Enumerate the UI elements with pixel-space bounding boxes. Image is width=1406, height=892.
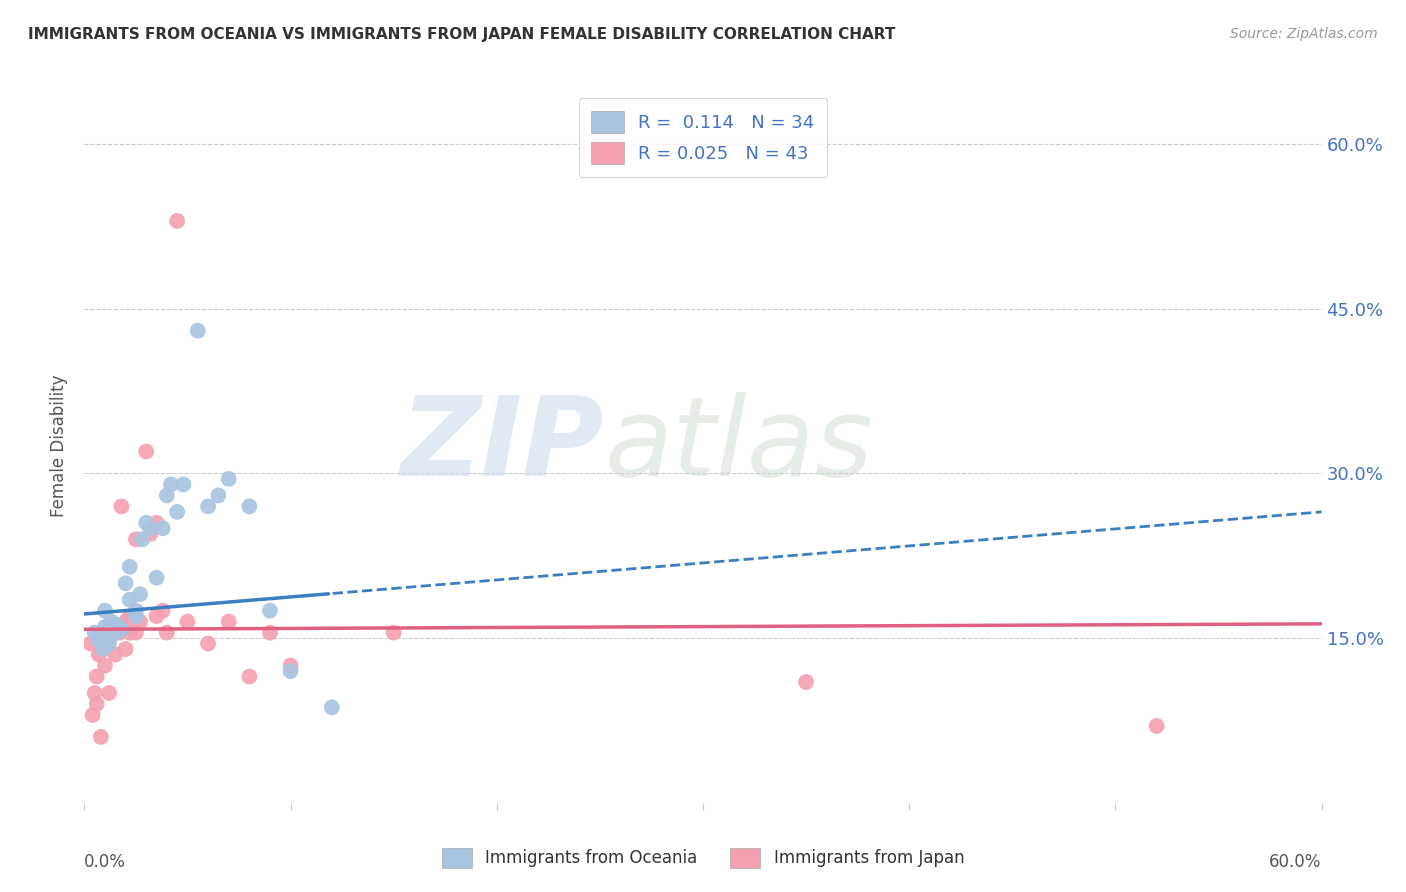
- Point: [114, 642, 136, 657]
- Point: [238, 669, 260, 683]
- Point: [104, 625, 127, 640]
- Point: [94, 620, 117, 634]
- Point: [104, 648, 127, 662]
- Point: [110, 500, 132, 514]
- Point: [156, 625, 179, 640]
- Point: [125, 625, 148, 640]
- Point: [94, 658, 117, 673]
- Y-axis label: Female Disability: Female Disability: [51, 375, 69, 517]
- Point: [100, 625, 122, 640]
- Point: [105, 618, 128, 632]
- Point: [152, 604, 174, 618]
- Point: [104, 625, 127, 640]
- Point: [139, 526, 162, 541]
- Point: [280, 664, 302, 678]
- Point: [87, 633, 110, 648]
- Point: [259, 625, 281, 640]
- Point: [166, 214, 188, 228]
- Point: [87, 648, 110, 662]
- Point: [197, 500, 219, 514]
- Point: [125, 533, 148, 547]
- Point: [114, 615, 136, 629]
- Point: [100, 615, 122, 629]
- Legend: Immigrants from Oceania, Immigrants from Japan: Immigrants from Oceania, Immigrants from…: [434, 841, 972, 875]
- Point: [118, 592, 141, 607]
- Point: [114, 576, 136, 591]
- Point: [125, 609, 148, 624]
- Point: [108, 625, 131, 640]
- Point: [129, 615, 152, 629]
- Point: [90, 629, 112, 643]
- Text: atlas: atlas: [605, 392, 873, 500]
- Point: [145, 571, 167, 585]
- Point: [280, 658, 302, 673]
- Legend: R =  0.114   N = 34, R = 0.025   N = 43: R = 0.114 N = 34, R = 0.025 N = 43: [579, 98, 827, 177]
- Point: [90, 730, 112, 744]
- Point: [187, 324, 209, 338]
- Point: [94, 604, 117, 618]
- Point: [160, 477, 183, 491]
- Point: [79, 637, 101, 651]
- Point: [382, 625, 405, 640]
- Point: [86, 669, 108, 683]
- Text: Source: ZipAtlas.com: Source: ZipAtlas.com: [1230, 27, 1378, 41]
- Point: [131, 533, 153, 547]
- Point: [145, 609, 167, 624]
- Point: [94, 637, 117, 651]
- Point: [118, 559, 141, 574]
- Text: ZIP: ZIP: [401, 392, 605, 500]
- Point: [145, 516, 167, 530]
- Point: [83, 686, 105, 700]
- Text: 0.0%: 0.0%: [84, 853, 127, 871]
- Point: [156, 488, 179, 502]
- Point: [82, 708, 104, 723]
- Point: [90, 637, 112, 651]
- Point: [98, 637, 121, 651]
- Point: [172, 477, 194, 491]
- Point: [129, 587, 152, 601]
- Point: [86, 697, 108, 711]
- Point: [110, 623, 132, 637]
- Point: [197, 637, 219, 651]
- Point: [135, 444, 157, 458]
- Point: [1146, 719, 1168, 733]
- Point: [125, 604, 148, 618]
- Point: [98, 686, 121, 700]
- Point: [118, 625, 141, 640]
- Point: [166, 505, 188, 519]
- Point: [152, 521, 174, 535]
- Point: [321, 700, 343, 714]
- Point: [98, 631, 121, 645]
- Point: [105, 620, 128, 634]
- Point: [794, 675, 817, 690]
- Point: [218, 472, 240, 486]
- Point: [91, 642, 114, 657]
- Point: [176, 615, 198, 629]
- Point: [94, 625, 117, 640]
- Point: [91, 642, 114, 657]
- Point: [135, 516, 157, 530]
- Point: [238, 500, 260, 514]
- Point: [83, 625, 105, 640]
- Point: [207, 488, 229, 502]
- Point: [259, 604, 281, 618]
- Text: 60.0%: 60.0%: [1270, 853, 1322, 871]
- Point: [218, 615, 240, 629]
- Text: IMMIGRANTS FROM OCEANIA VS IMMIGRANTS FROM JAPAN FEMALE DISABILITY CORRELATION C: IMMIGRANTS FROM OCEANIA VS IMMIGRANTS FR…: [28, 27, 896, 42]
- Point: [118, 609, 141, 624]
- Point: [139, 521, 162, 535]
